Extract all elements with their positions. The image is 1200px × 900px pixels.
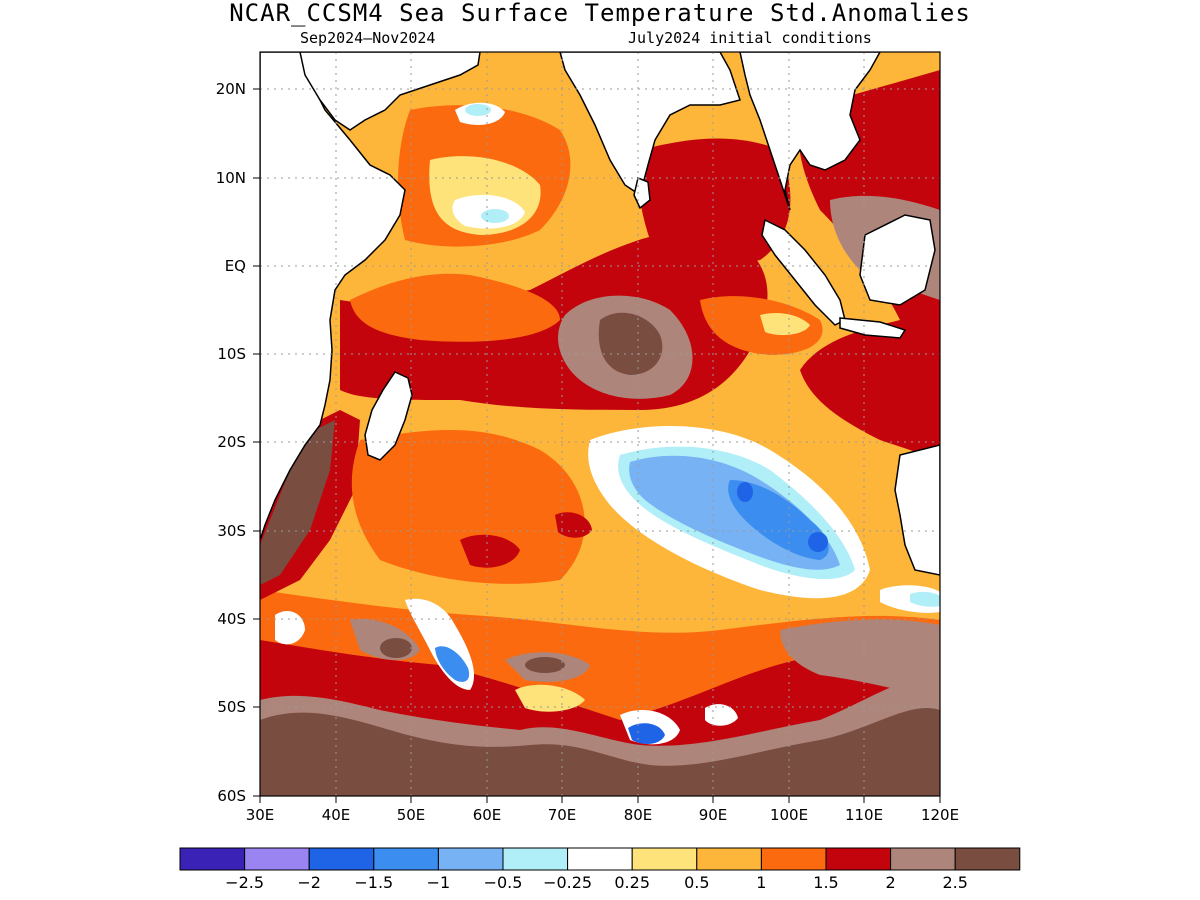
lat-tick-label: 10S bbox=[217, 345, 246, 363]
lat-tick-label: 20N bbox=[216, 80, 246, 98]
southeast-light-blue bbox=[910, 591, 940, 607]
colorbar-label: −0.25 bbox=[543, 873, 592, 892]
south-blue-spot bbox=[628, 723, 665, 745]
colorbar-label: −1 bbox=[427, 873, 451, 892]
lon-tick-label: 30E bbox=[246, 806, 275, 824]
lat-lon-gridlines bbox=[260, 52, 940, 796]
init-conditions-subtitle: July2024 initial conditions bbox=[628, 29, 872, 47]
india-landmass bbox=[559, 52, 741, 197]
southeast-orange-patch bbox=[700, 296, 823, 355]
colorbar-label: 2.5 bbox=[942, 873, 967, 892]
lat-tick-label: 50S bbox=[217, 698, 246, 716]
lat-tick-label: 30S bbox=[217, 522, 246, 540]
lat-axis: 20N 10N EQ 10S 20S 30S 40S 50S 60S bbox=[216, 80, 260, 805]
lon-tick-label: 60E bbox=[473, 806, 502, 824]
southeast-yellow-patch bbox=[760, 313, 810, 336]
equatorial-brown-core bbox=[598, 312, 663, 375]
lat-tick-label: 20S bbox=[217, 433, 246, 451]
colorbar-swatch bbox=[437, 847, 504, 871]
africa-landmass bbox=[260, 52, 406, 541]
south-cool-streak-blue bbox=[435, 646, 470, 682]
colorbar-swatch bbox=[502, 847, 569, 871]
cool-tongue-deep-core bbox=[808, 532, 828, 552]
colorbar-label: −1.5 bbox=[354, 873, 393, 892]
southeast-asia-landmass bbox=[739, 52, 881, 211]
bay-of-bengal-red bbox=[638, 138, 791, 264]
colorbar-swatch bbox=[760, 847, 827, 871]
colorbar-swatch bbox=[890, 847, 956, 871]
colorbar-label: 2 bbox=[886, 873, 896, 892]
agulhas-brown-region bbox=[260, 420, 335, 585]
lon-tick-label: 50E bbox=[397, 806, 426, 824]
colorbar-swatch bbox=[567, 847, 633, 871]
colorbar-swatch bbox=[179, 847, 246, 871]
subtropical-red-blob bbox=[460, 534, 520, 568]
colorbar-label: 1 bbox=[756, 873, 766, 892]
lat-tick-label: 60S bbox=[217, 787, 246, 805]
southern-brown-band bbox=[260, 707, 940, 796]
equatorial-orange-patch bbox=[350, 273, 560, 342]
lon-tick-label: 120E bbox=[921, 806, 959, 824]
lon-tick-label: 80E bbox=[624, 806, 653, 824]
south-white-patch-2 bbox=[705, 704, 738, 726]
borneo bbox=[859, 214, 936, 306]
colorbar-swatch bbox=[954, 847, 1021, 871]
north-arabian-cool-spot bbox=[465, 104, 491, 116]
lat-tick-label: EQ bbox=[225, 257, 246, 275]
colorbar-swatch bbox=[825, 847, 892, 871]
subtropical-orange-region bbox=[351, 430, 585, 584]
lon-tick-label: 100E bbox=[770, 806, 808, 824]
map-title: NCAR_CCSM4 Sea Surface Temperature Std.A… bbox=[229, 0, 971, 27]
colorbar-legend: −2.5 −2 −1.5 −1 −0.5 −0.25 0.25 0.5 1 1.5 2 2.5 bbox=[179, 847, 1021, 892]
south-brown-core bbox=[525, 657, 565, 673]
colorbar-label: 0.25 bbox=[614, 873, 650, 892]
cool-tongue-deep-core-2 bbox=[737, 482, 753, 502]
kerguelen-yellow-patch bbox=[515, 684, 585, 712]
southwest-brown-core bbox=[380, 638, 412, 658]
colorbar-swatch bbox=[244, 847, 310, 871]
arabian-sea-cool-spot bbox=[481, 209, 509, 223]
colorbar-label: −2 bbox=[297, 873, 321, 892]
lon-tick-label: 40E bbox=[322, 806, 351, 824]
colorbar-label: −2.5 bbox=[225, 873, 264, 892]
colorbar-swatch bbox=[631, 847, 698, 871]
anomaly-field bbox=[260, 52, 940, 796]
lat-tick-label: 10N bbox=[216, 169, 246, 187]
cool-tongue-core bbox=[728, 480, 829, 560]
colorbar-swatch bbox=[373, 847, 439, 871]
lon-tick-label: 70E bbox=[548, 806, 577, 824]
colorbar-label: −0.5 bbox=[484, 873, 523, 892]
colorbar-label: 0.5 bbox=[684, 873, 709, 892]
lon-tick-label: 90E bbox=[699, 806, 728, 824]
arabia-landmass bbox=[299, 52, 481, 131]
map-border bbox=[259, 51, 941, 797]
lon-tick-label: 110E bbox=[845, 806, 883, 824]
lat-tick-label: 40S bbox=[217, 610, 246, 628]
colorbar-swatch bbox=[308, 847, 375, 871]
colorbar-label: 1.5 bbox=[813, 873, 838, 892]
colorbar-swatch bbox=[696, 847, 762, 871]
australia-landmass bbox=[894, 444, 940, 576]
southeast-taupe-region bbox=[780, 619, 940, 700]
java bbox=[839, 317, 907, 339]
lon-axis: 30E 40E 50E 60E 70E 80E 90E 100E 110E 12… bbox=[246, 796, 959, 824]
season-subtitle: Sep2024–Nov2024 bbox=[300, 29, 436, 47]
